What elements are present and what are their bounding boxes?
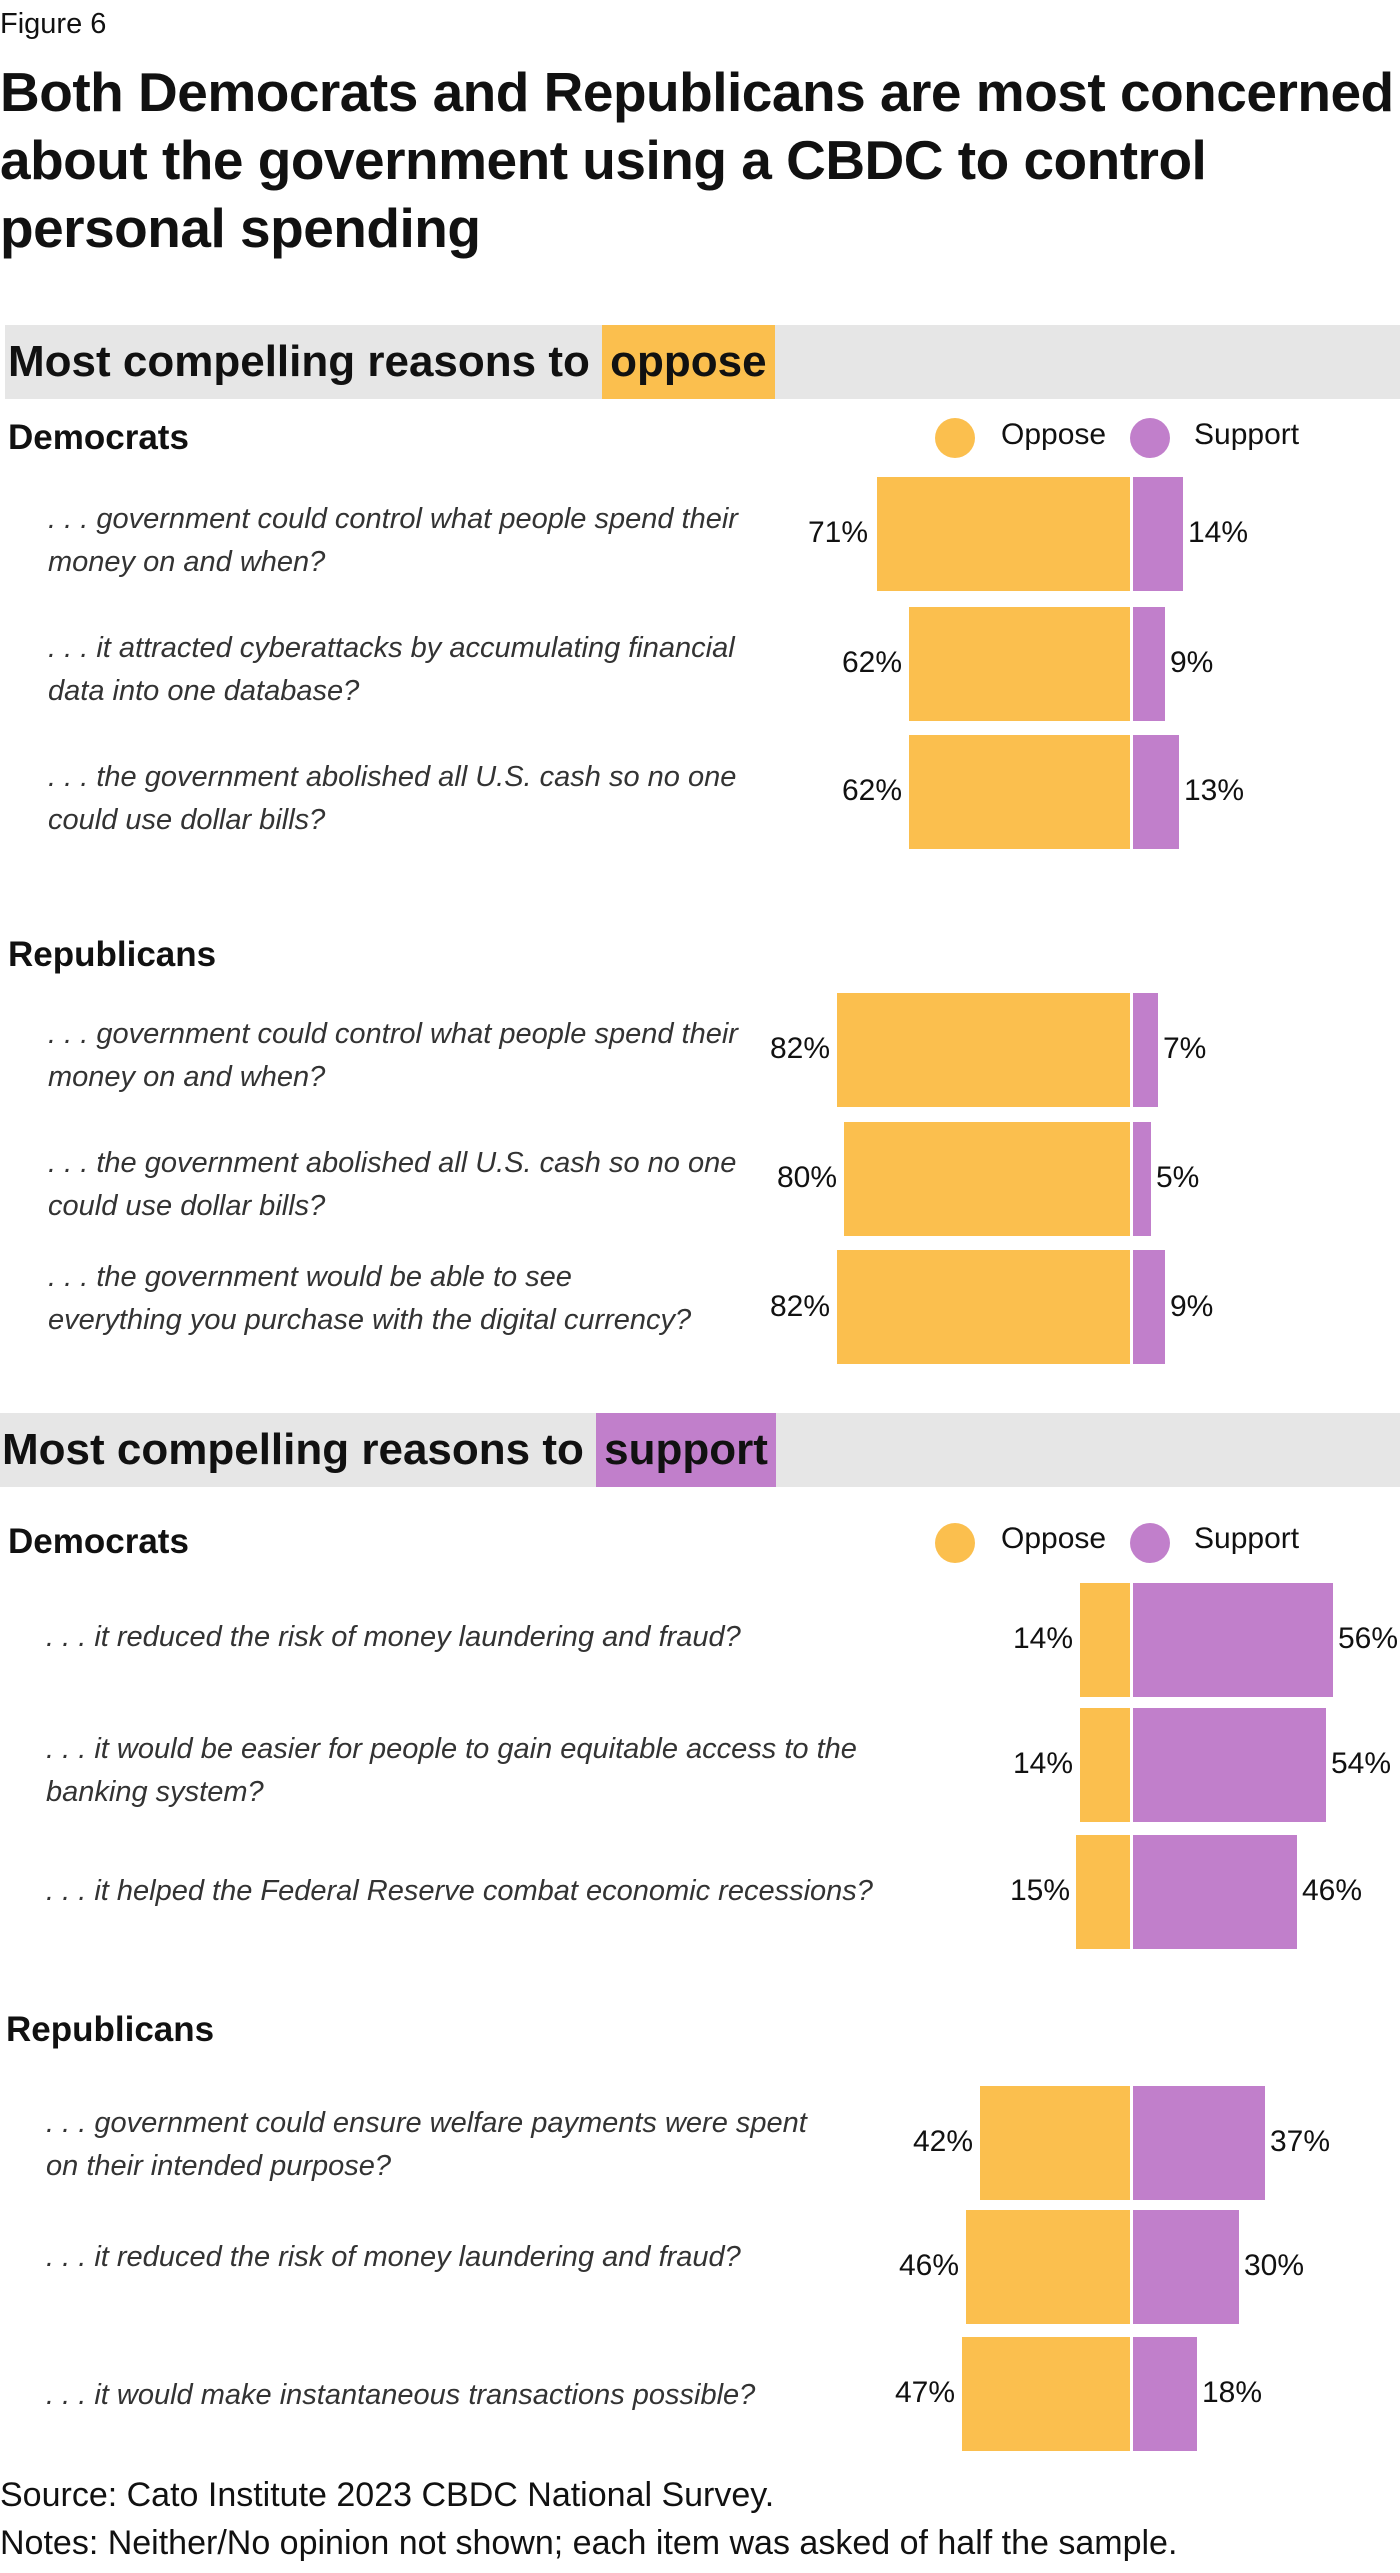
question-text: . . . government could ensure welfare pa… bbox=[46, 2107, 807, 2182]
oppose-bar bbox=[844, 1122, 1130, 1236]
oppose-value: 62% bbox=[842, 646, 903, 679]
question-text: . . . the government would be able to se… bbox=[48, 1261, 692, 1336]
oppose-value: 46% bbox=[899, 2249, 960, 2282]
question-text: . . . it reduced the risk of money laund… bbox=[46, 1621, 741, 1653]
oppose-value: 62% bbox=[842, 774, 903, 807]
support-bar bbox=[1133, 1708, 1326, 1822]
source-note: Source: Cato Institute 2023 CBDC Nationa… bbox=[0, 2476, 775, 2514]
support-value: 18% bbox=[1202, 2376, 1263, 2409]
support-value: 56% bbox=[1338, 1622, 1399, 1655]
question-text: . . . it helped the Federal Reserve comb… bbox=[46, 1875, 873, 1907]
question-text: . . . it would make instantaneous transa… bbox=[46, 2379, 756, 2411]
legend-oppose-dot-icon bbox=[935, 418, 975, 458]
support-bar bbox=[1133, 2086, 1265, 2200]
oppose-bar bbox=[877, 477, 1130, 591]
oppose-bar bbox=[1080, 1583, 1130, 1697]
support-bar bbox=[1133, 735, 1179, 849]
group-label-republicans: Republicans bbox=[6, 2010, 215, 2049]
support-bar bbox=[1133, 1835, 1297, 1949]
section-header-highlight-support: support bbox=[596, 1413, 776, 1487]
section-header-oppose: Most compelling reasons to oppose bbox=[8, 325, 775, 399]
section-header-highlight-oppose: oppose bbox=[602, 325, 775, 399]
oppose-bar bbox=[909, 607, 1130, 721]
legend-support-dot-icon bbox=[1130, 418, 1170, 458]
support-value: 46% bbox=[1302, 1874, 1363, 1907]
support-value: 5% bbox=[1156, 1161, 1200, 1194]
oppose-value: 71% bbox=[808, 516, 869, 549]
group-label-democrats: Democrats bbox=[8, 418, 189, 457]
support-bar bbox=[1133, 1250, 1165, 1364]
oppose-bar bbox=[837, 993, 1130, 1107]
support-bar bbox=[1133, 477, 1183, 591]
oppose-value: 82% bbox=[770, 1290, 831, 1323]
question-text: . . . it attracted cyberattacks by accum… bbox=[48, 632, 735, 707]
support-bar bbox=[1133, 993, 1158, 1107]
support-bar bbox=[1133, 1583, 1333, 1697]
support-value: 30% bbox=[1244, 2249, 1305, 2282]
section-header-prefix: Most compelling reasons to bbox=[8, 337, 603, 386]
section-header-support: Most compelling reasons to support bbox=[2, 1413, 776, 1487]
support-bar bbox=[1133, 2210, 1239, 2324]
legend-support-dot-icon bbox=[1130, 1523, 1170, 1563]
oppose-bar bbox=[837, 1250, 1130, 1364]
oppose-value: 82% bbox=[770, 1032, 831, 1065]
oppose-value: 15% bbox=[1010, 1874, 1071, 1907]
legend-oppose-dot-icon bbox=[935, 1523, 975, 1563]
support-value: 9% bbox=[1170, 646, 1214, 679]
oppose-value: 80% bbox=[777, 1161, 838, 1194]
chart-title: Both Democrats and Republicans are most … bbox=[0, 61, 1394, 259]
figure-label: Figure 6 bbox=[0, 8, 107, 40]
legend-oppose-label: Oppose bbox=[1001, 1522, 1107, 1555]
support-bar bbox=[1133, 607, 1165, 721]
support-value: 13% bbox=[1184, 774, 1245, 807]
oppose-bar bbox=[909, 735, 1130, 849]
section-header-prefix: Most compelling reasons to bbox=[2, 1425, 597, 1474]
support-value: 37% bbox=[1270, 2125, 1331, 2158]
legend-support-label: Support bbox=[1194, 418, 1300, 451]
legend-support-label: Support bbox=[1194, 1522, 1300, 1555]
notes-text: Notes: Neither/No opinion not shown; eac… bbox=[0, 2524, 1178, 2562]
oppose-bar bbox=[1080, 1708, 1130, 1822]
support-value: 9% bbox=[1170, 1290, 1214, 1323]
oppose-value: 42% bbox=[913, 2125, 974, 2158]
question-text: . . . government could control what peop… bbox=[48, 503, 738, 578]
question-text: . . . government could control what peop… bbox=[48, 1018, 738, 1093]
support-value: 14% bbox=[1188, 516, 1249, 549]
support-bar bbox=[1133, 1122, 1151, 1236]
oppose-value: 14% bbox=[1013, 1622, 1074, 1655]
group-label-republicans: Republicans bbox=[8, 935, 217, 974]
oppose-value: 47% bbox=[895, 2376, 956, 2409]
group-label-democrats: Democrats bbox=[8, 1522, 189, 1561]
question-text: . . . the government abolished all U.S. … bbox=[48, 1147, 737, 1222]
support-value: 54% bbox=[1331, 1747, 1392, 1780]
support-value: 7% bbox=[1163, 1032, 1207, 1065]
oppose-value: 14% bbox=[1013, 1747, 1074, 1780]
question-text: . . . it reduced the risk of money laund… bbox=[46, 2241, 741, 2273]
oppose-bar bbox=[980, 2086, 1130, 2200]
oppose-bar bbox=[962, 2337, 1130, 2451]
support-bar bbox=[1133, 2337, 1197, 2451]
oppose-bar bbox=[1076, 1835, 1130, 1949]
oppose-bar bbox=[966, 2210, 1130, 2324]
question-text: . . . it would be easier for people to g… bbox=[46, 1733, 857, 1808]
question-text: . . . the government abolished all U.S. … bbox=[48, 761, 737, 836]
legend-oppose-label: Oppose bbox=[1001, 418, 1107, 451]
